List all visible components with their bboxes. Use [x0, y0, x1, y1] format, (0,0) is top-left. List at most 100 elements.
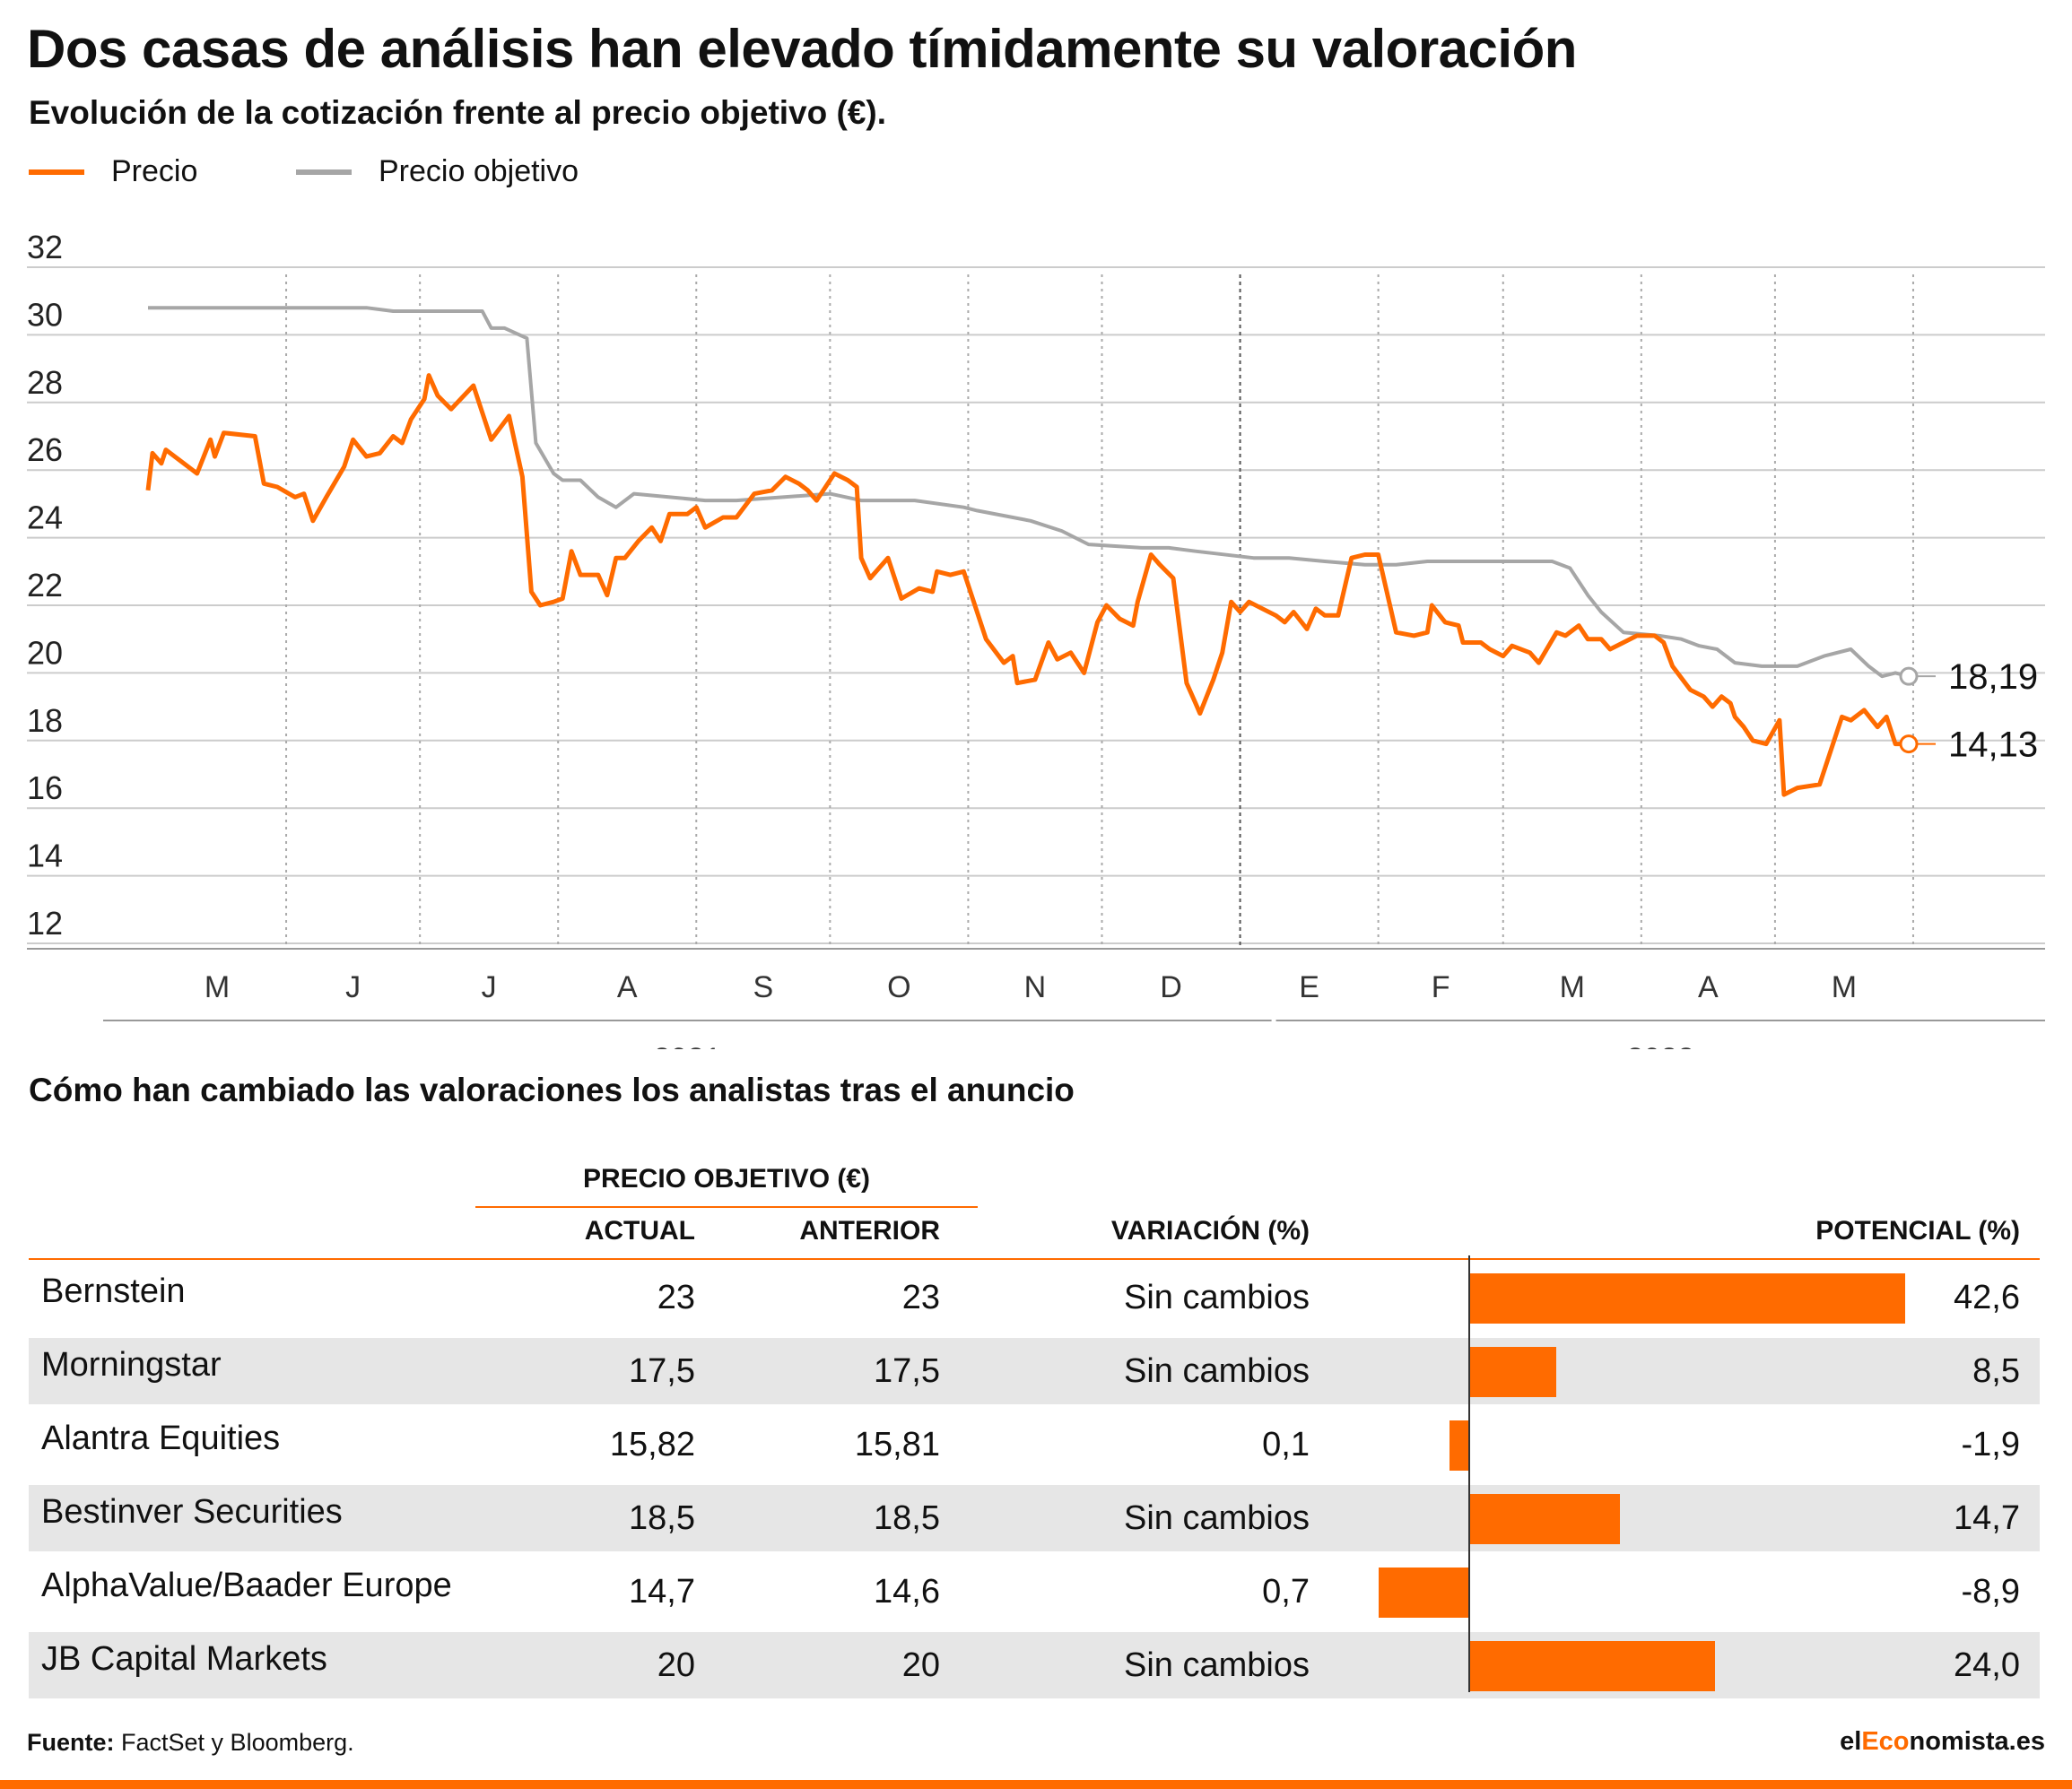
y-tick-label: 14: [27, 838, 63, 874]
group-header-underline: [475, 1206, 978, 1208]
potencial-value: 24,0: [1954, 1646, 2020, 1684]
y-tick-label: 16: [27, 769, 63, 806]
end-value-label-precio: 14,13: [1948, 725, 2038, 765]
table-row: Bernstein 23 23 Sin cambios 42,6: [29, 1264, 2040, 1331]
brand-logo: elEconomista.es: [1840, 1727, 2045, 1757]
analyst-name: JB Capital Markets: [41, 1640, 327, 1678]
source-label: Fuente:: [27, 1729, 115, 1756]
month-label: M: [205, 970, 230, 1004]
analyst-name: Bestinver Securities: [41, 1493, 343, 1531]
actual-value: 17,5: [629, 1352, 695, 1390]
chart-title: Dos casas de análisis han elevado tímida…: [27, 19, 1577, 79]
variacion-value: 0,1: [1262, 1426, 1310, 1463]
brand-accent: Eco: [1861, 1727, 1910, 1756]
potencial-value: 42,6: [1954, 1279, 2020, 1316]
potencial-bar: [1469, 1494, 1620, 1544]
analyst-name: Morningstar: [41, 1346, 222, 1384]
table-header-rule: [29, 1258, 2040, 1260]
year-label: 2021: [653, 1042, 721, 1049]
legend-label-precio: Precio: [111, 154, 198, 188]
variacion-value: Sin cambios: [1124, 1646, 1310, 1684]
potencial-zero-line: [1468, 1255, 1470, 1692]
line-chart: 1214161820222426283032MJJASONDEFMAM20212…: [27, 229, 2045, 1049]
potencial-bar: [1469, 1641, 1715, 1691]
month-label: F: [1432, 970, 1450, 1004]
y-tick-label: 18: [27, 702, 63, 739]
table-row: JB Capital Markets 20 20 Sin cambios 24,0: [29, 1632, 2040, 1698]
variacion-value: Sin cambios: [1124, 1279, 1310, 1316]
actual-value: 20: [657, 1646, 695, 1684]
actual-value: 23: [657, 1279, 695, 1316]
month-label: J: [345, 970, 361, 1004]
actual-value: 14,7: [629, 1573, 695, 1611]
chart-subtitle: Evolución de la cotización frente al pre…: [29, 94, 887, 131]
analyst-name: Bernstein: [41, 1272, 186, 1310]
y-tick-label: 30: [27, 296, 63, 333]
table-title: Cómo han cambiado las valoraciones los a…: [29, 1072, 1075, 1108]
y-tick-label: 32: [27, 229, 63, 265]
anterior-value: 15,81: [854, 1426, 940, 1463]
end-marker-objetivo: [1899, 666, 1919, 686]
table-row: Bestinver Securities 18,5 18,5 Sin cambios 1…: [29, 1485, 2040, 1551]
table-row: Alantra Equities 15,82 15,81 0,1 -1,9: [29, 1411, 2040, 1478]
month-label: E: [1299, 970, 1319, 1004]
analyst-name: AlphaValue/Baader Europe: [41, 1567, 452, 1604]
potencial-value: 14,7: [1954, 1499, 2020, 1537]
month-label: M: [1560, 970, 1585, 1004]
series-line-objetivo: [148, 306, 1910, 679]
anterior-value: 20: [901, 1646, 940, 1684]
anterior-value: 23: [901, 1279, 940, 1316]
y-tick-label: 22: [27, 567, 63, 604]
y-tick-label: 26: [27, 431, 63, 468]
potencial-bar: [1469, 1273, 1905, 1324]
legend-item-objetivo: Precio objetivo: [296, 154, 579, 189]
month-label: N: [1024, 970, 1047, 1004]
brand-suffix: nomista.es: [1909, 1727, 2046, 1756]
month-label: M: [1832, 970, 1857, 1004]
actual-value: 15,82: [609, 1426, 695, 1463]
series-line-precio: [145, 373, 1909, 797]
actual-value: 18,5: [629, 1499, 695, 1537]
end-marker-precio: [1899, 734, 1919, 754]
y-tick-label: 20: [27, 634, 63, 671]
month-label: A: [617, 970, 638, 1004]
month-label: A: [1698, 970, 1719, 1004]
potencial-bar: [1469, 1347, 1556, 1397]
analyst-name: Alantra Equities: [41, 1420, 281, 1457]
col-header-variacion: VARIACIÓN (%): [1110, 1216, 1310, 1246]
potencial-bar: [1378, 1568, 1469, 1618]
col-header-actual: ACTUAL: [584, 1216, 695, 1246]
anterior-value: 18,5: [874, 1499, 940, 1537]
potencial-value: -1,9: [1961, 1426, 2020, 1463]
col-header-anterior: ANTERIOR: [799, 1216, 940, 1246]
bottom-accent-bar: [0, 1780, 2072, 1789]
y-tick-label: 12: [27, 905, 63, 942]
month-label: J: [482, 970, 497, 1004]
potencial-bar: [1450, 1420, 1469, 1471]
source-text: FactSet y Bloomberg.: [121, 1729, 354, 1756]
month-label: S: [753, 970, 773, 1004]
month-label: D: [1160, 970, 1182, 1004]
group-header-precio-objetivo: PRECIO OBJETIVO (€): [582, 1164, 871, 1194]
anterior-value: 14,6: [874, 1573, 940, 1611]
legend-swatch-objetivo: [296, 169, 352, 175]
end-value-label-objetivo: 18,19: [1948, 657, 2038, 697]
anterior-value: 17,5: [874, 1352, 940, 1390]
source-note: Fuente: FactSet y Bloomberg.: [27, 1729, 354, 1757]
variacion-value: Sin cambios: [1124, 1499, 1310, 1537]
table-row: AlphaValue/Baader Europe 14,7 14,6 0,7 -8,9: [29, 1559, 2040, 1625]
brand-prefix: el: [1840, 1727, 1862, 1756]
variacion-value: 0,7: [1262, 1573, 1310, 1611]
potencial-value: 8,5: [1972, 1352, 2020, 1390]
legend-label-objetivo: Precio objetivo: [379, 154, 579, 188]
potencial-value: -8,9: [1961, 1573, 2020, 1611]
legend-swatch-precio: [29, 169, 84, 175]
month-label: O: [887, 970, 910, 1004]
table-row: Morningstar 17,5 17,5 Sin cambios 8,5: [29, 1338, 2040, 1404]
col-header-potencial: POTENCIAL (%): [1815, 1216, 2020, 1246]
variacion-value: Sin cambios: [1124, 1352, 1310, 1390]
legend-item-precio: Precio: [29, 154, 197, 189]
y-tick-label: 24: [27, 499, 63, 536]
y-tick-label: 28: [27, 364, 63, 401]
